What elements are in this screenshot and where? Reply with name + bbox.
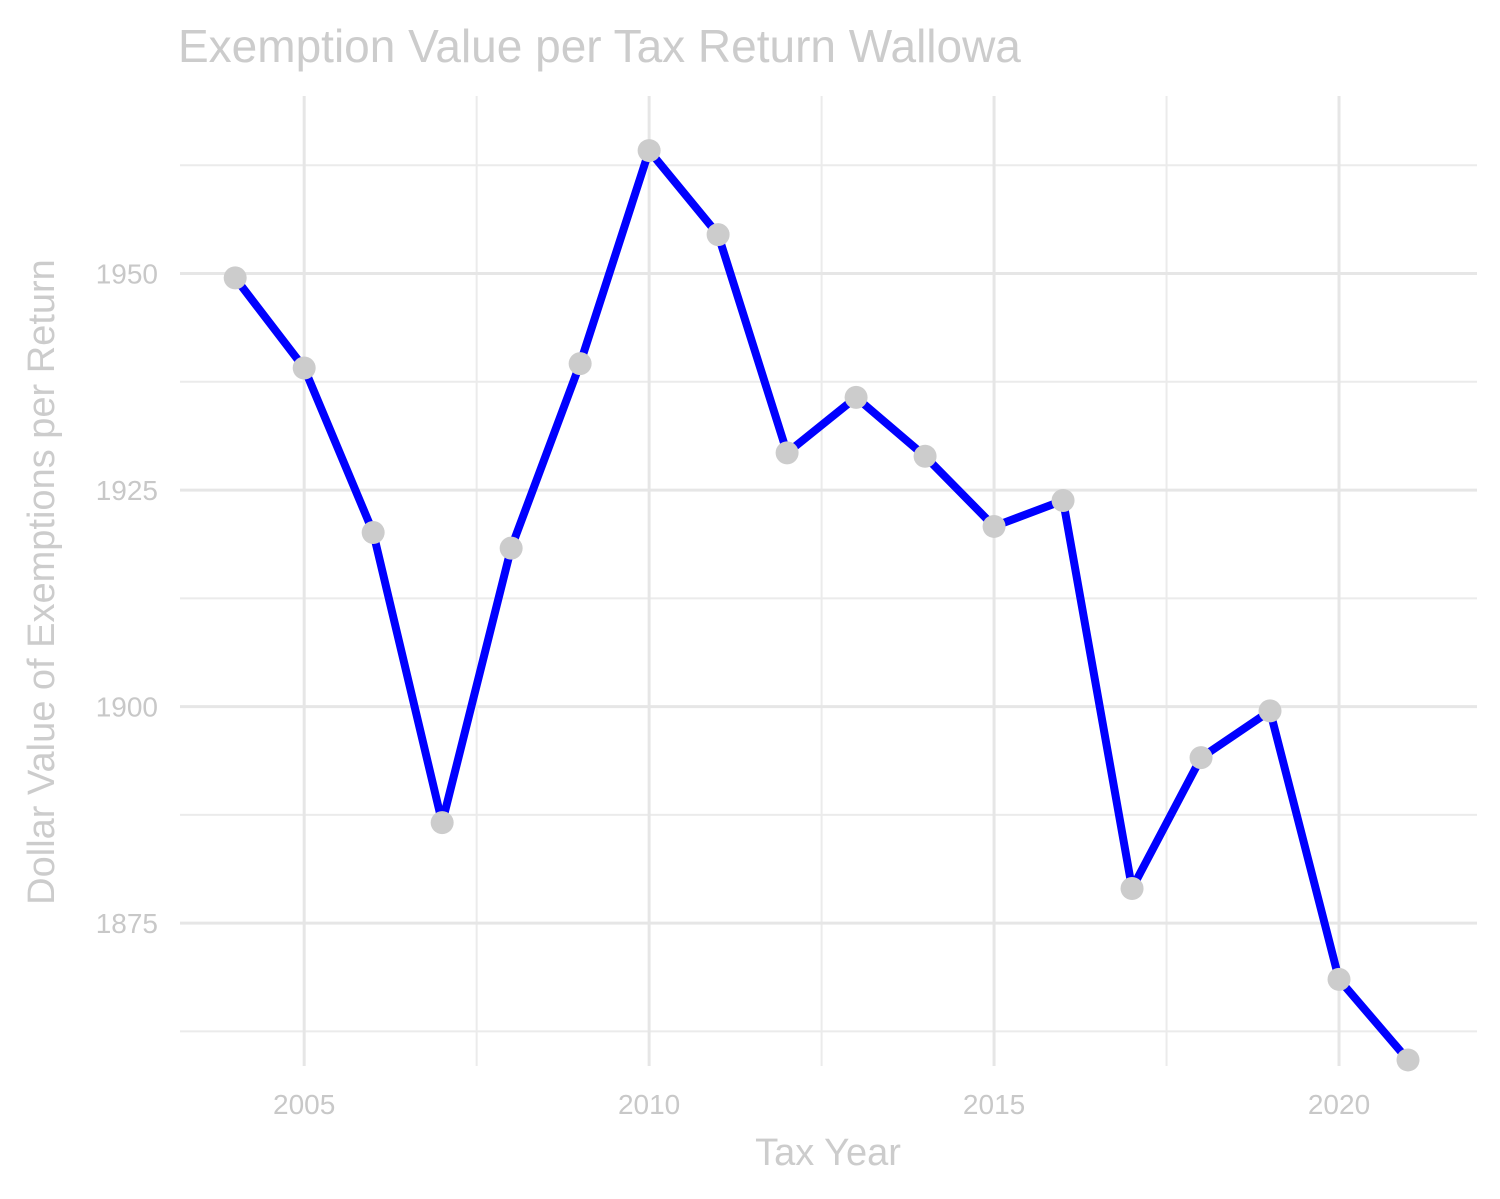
y-axis-title: Dollar Value of Exemptions per Return xyxy=(21,259,63,905)
data-point xyxy=(223,266,247,290)
data-point xyxy=(775,441,799,465)
data-point xyxy=(1120,876,1144,900)
series-line xyxy=(231,146,1413,1064)
y-tick-label: 1950 xyxy=(96,259,158,290)
data-point xyxy=(844,385,868,409)
data-point xyxy=(568,352,592,376)
y-tick-label: 1900 xyxy=(96,692,158,723)
data-point xyxy=(982,514,1006,538)
y-tick-label: 1875 xyxy=(96,908,158,939)
data-points xyxy=(223,139,1420,1072)
data-point xyxy=(499,536,523,560)
x-tick-label: 2005 xyxy=(273,1089,335,1120)
y-tick-labels: 1875 1900 1925 1950 xyxy=(96,259,158,940)
y-tick-label: 1925 xyxy=(96,475,158,506)
chart-title: Exemption Value per Tax Return Wallowa xyxy=(178,20,1021,72)
data-point xyxy=(430,811,454,835)
x-tick-labels: 2005 2010 2015 2020 xyxy=(273,1089,1370,1120)
series-line-path xyxy=(231,146,1413,1064)
data-point xyxy=(1396,1048,1420,1072)
data-point xyxy=(1189,746,1213,770)
data-point xyxy=(1051,488,1075,512)
minor-gridlines xyxy=(180,96,1477,1066)
data-point xyxy=(1327,967,1351,991)
data-point xyxy=(706,223,730,247)
data-point xyxy=(1258,699,1282,723)
x-tick-label: 2015 xyxy=(963,1089,1025,1120)
x-axis-title: Tax Year xyxy=(755,1132,901,1174)
x-tick-label: 2010 xyxy=(618,1089,680,1120)
data-point xyxy=(913,444,937,468)
x-tick-label: 2020 xyxy=(1308,1089,1370,1120)
major-gridlines xyxy=(180,96,1477,1066)
data-point xyxy=(361,521,385,544)
data-point xyxy=(637,139,661,163)
data-point xyxy=(292,356,316,380)
